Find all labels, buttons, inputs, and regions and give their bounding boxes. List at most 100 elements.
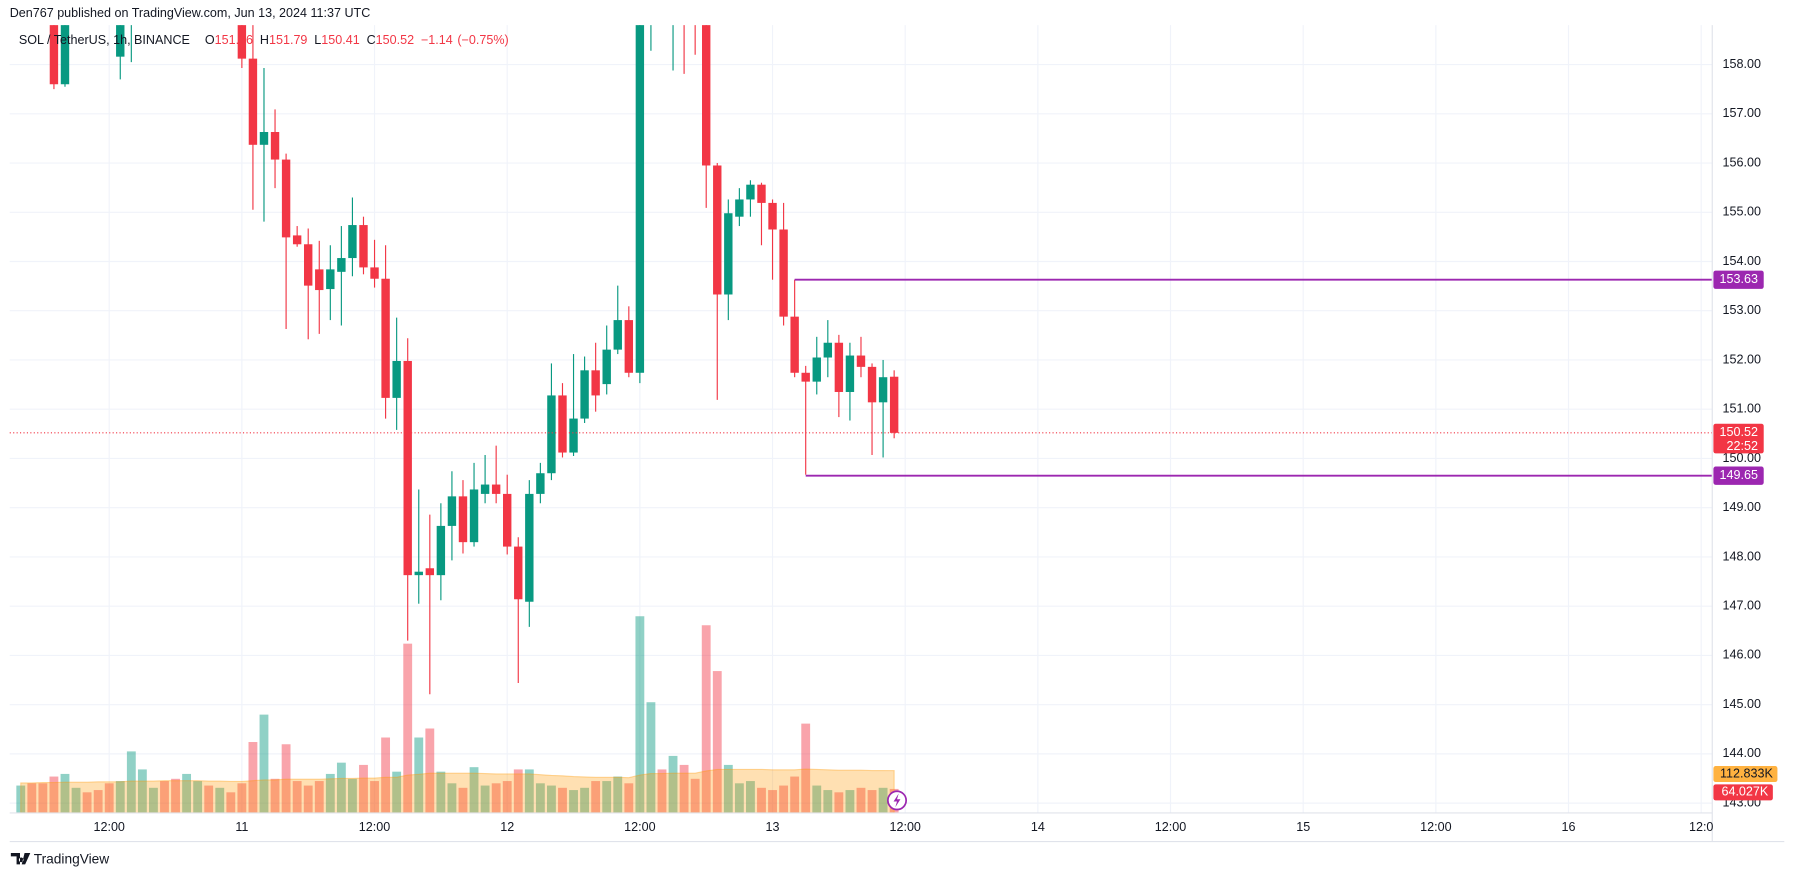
volume-bar — [314, 781, 324, 813]
candle-body — [436, 525, 446, 576]
volume-bar — [447, 783, 457, 813]
volume-bar — [746, 781, 755, 813]
candle-body — [392, 360, 401, 398]
candle-body — [326, 269, 335, 290]
candle-body — [580, 370, 589, 419]
volume-bar — [712, 671, 722, 813]
candle-body — [856, 355, 866, 367]
candle-body — [536, 473, 545, 494]
y-tick-label: 147.00 — [1723, 598, 1761, 612]
volume-bar — [215, 787, 225, 813]
volume-bar — [160, 781, 169, 813]
y-tick-label: 151.00 — [1723, 402, 1761, 416]
x-tick-label: 14 — [1031, 820, 1045, 834]
volume-bar — [779, 785, 789, 813]
candle-body — [624, 320, 634, 373]
ohlc-value: 150.52 — [376, 33, 414, 47]
volume-bar — [137, 769, 147, 813]
level-label: 149.65 — [1720, 468, 1758, 482]
volume-bar — [193, 781, 203, 813]
candle-body — [348, 225, 357, 259]
volume-bar — [580, 787, 590, 813]
candle-body — [116, 25, 125, 57]
volume-bar — [392, 771, 402, 813]
candle-body — [337, 258, 346, 272]
change-value: −1.14 — [421, 33, 453, 47]
volume-bar — [635, 616, 645, 813]
countdown-label: 22:52 — [1727, 439, 1758, 453]
price-label: 150.52 — [1720, 425, 1758, 439]
volume-bar — [248, 742, 258, 813]
volume-bar — [679, 764, 689, 813]
volume-bar — [93, 790, 103, 813]
volume-bar — [613, 776, 623, 813]
y-tick-label: 146.00 — [1723, 648, 1761, 662]
candle-body — [281, 159, 291, 238]
volume-bar — [690, 778, 700, 813]
volume-bar — [436, 771, 446, 813]
candle-body — [801, 372, 810, 382]
axes: 143.00144.00145.00146.00147.00148.00149.… — [93, 57, 1778, 834]
volume-bar — [270, 778, 280, 813]
volume-bar — [458, 787, 468, 813]
volume-bar — [878, 787, 888, 813]
x-tick-label: 13 — [766, 820, 780, 834]
volume-label-box — [1713, 784, 1773, 801]
x-tick-label: 15 — [1296, 820, 1310, 834]
candle-body — [724, 213, 733, 295]
candle-body — [889, 376, 899, 433]
candle-body — [790, 316, 799, 373]
volume-bar — [624, 783, 634, 813]
volume-bar — [834, 792, 844, 813]
candle-body — [514, 546, 523, 600]
candle-body — [381, 278, 390, 398]
footer-brand: TradingView — [34, 851, 110, 866]
candle-body — [248, 58, 258, 145]
candle-body — [259, 132, 269, 145]
candle-body — [713, 165, 722, 295]
volume-bar — [259, 714, 269, 813]
candle-body — [414, 571, 423, 576]
candle-body — [370, 267, 379, 279]
candle-body — [613, 320, 622, 350]
volume-bar — [204, 785, 214, 813]
volume-bar — [38, 783, 48, 813]
candle-body — [292, 235, 302, 245]
volume-bar — [757, 787, 766, 813]
footer-logo — [10, 852, 31, 865]
candle-body — [237, 25, 247, 59]
volume-bar — [812, 785, 822, 813]
volume-bar — [348, 778, 357, 813]
y-tick-label: 157.00 — [1723, 106, 1761, 120]
volume-bar — [104, 783, 114, 813]
candle-body — [558, 395, 567, 453]
volume-bar — [149, 787, 158, 813]
candle-body — [403, 360, 412, 576]
candle-body — [735, 199, 744, 217]
candle-body — [878, 377, 888, 403]
volume-bar — [646, 702, 656, 813]
volume-bar — [60, 773, 70, 813]
volume-bar — [171, 778, 180, 813]
volume-ma-label-box — [1713, 766, 1778, 783]
ohlc-key: C — [367, 33, 376, 47]
candle-body — [746, 184, 755, 200]
x-tick-label: 12:00 — [889, 820, 920, 834]
volume-bar — [513, 769, 523, 813]
candle-body — [823, 342, 833, 358]
level-label-box — [1713, 466, 1764, 485]
ohlc-value: 151.79 — [269, 33, 307, 47]
ohlc-value: 150.41 — [321, 33, 359, 47]
y-tick-label: 149.00 — [1723, 500, 1761, 514]
candle-body — [547, 395, 556, 474]
candle-body — [270, 132, 280, 160]
volume-bar — [469, 767, 479, 813]
y-tick-label: 144.00 — [1723, 746, 1761, 760]
lightning-icon[interactable] — [886, 790, 908, 811]
level-label-box — [1713, 270, 1764, 289]
volume-bar — [701, 625, 711, 813]
candle-body — [845, 355, 855, 392]
candle-body — [812, 357, 821, 382]
